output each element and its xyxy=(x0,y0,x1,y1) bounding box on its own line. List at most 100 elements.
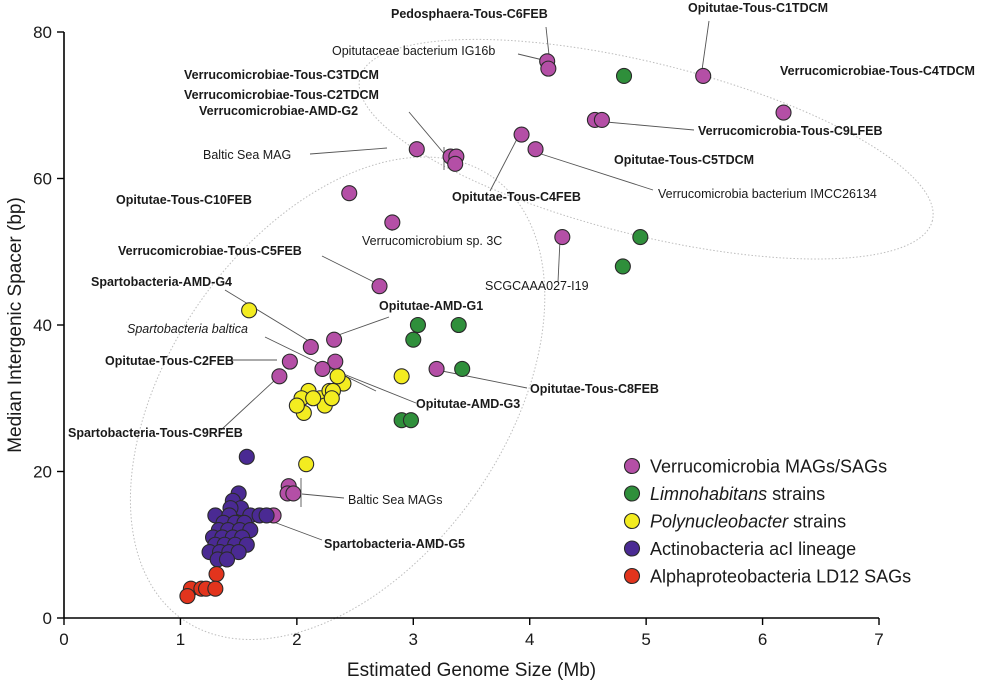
leader-line xyxy=(441,370,528,389)
annotation-label: Spartobacteria baltica xyxy=(127,322,248,336)
point-verruco xyxy=(447,155,464,172)
x-tick-label: 3 xyxy=(409,630,418,649)
annotation-label: Spartobacteria-Tous-C9RFEB xyxy=(68,426,243,440)
point-verruco xyxy=(593,111,610,128)
annotation-label: Opitutaceae bacterium IG16b xyxy=(332,44,495,58)
axes: 0 1 2 3 4 5 6 7 0 20 40 60 80 Estimated Genome Size (… xyxy=(5,23,884,681)
annotation-label: Opitutae-AMD-G1 xyxy=(379,299,483,313)
leader-line xyxy=(701,20,710,71)
point-limno xyxy=(402,412,420,429)
leader-line xyxy=(489,138,518,192)
point-limno xyxy=(632,229,649,246)
point-annotations: Pedosphaera-Tous-C6FEB Opitutae-Tous-C1TD… xyxy=(68,1,975,551)
annotation-label: Verrucomicrobiae-AMD-G2 xyxy=(199,104,358,118)
x-tick-label: 7 xyxy=(874,630,883,649)
data-points xyxy=(179,53,792,605)
point-limno xyxy=(614,258,631,275)
annotation-label: Baltic Sea MAG xyxy=(203,148,291,162)
annotation-label: Verrucomicrobiae-Tous-C5FEB xyxy=(118,244,302,258)
legend-marker-alpha xyxy=(623,567,641,585)
point-verruco xyxy=(775,104,792,121)
annotation-label: Pedosphaera-Tous-C6FEB xyxy=(391,7,548,21)
point-limno xyxy=(409,316,426,334)
leader-line xyxy=(605,121,695,131)
point-verruco xyxy=(326,331,343,348)
annotation-label: Spartobacteria-AMD-G4 xyxy=(91,275,232,289)
annotation-label: Spartobacteria-AMD-G5 xyxy=(324,537,465,551)
y-tick-label: 0 xyxy=(43,609,52,628)
leader-line xyxy=(224,289,313,344)
point-limno xyxy=(450,316,467,334)
leader-line xyxy=(309,147,388,155)
x-tick-label: 1 xyxy=(176,630,185,649)
ellipse-small-genome-cluster xyxy=(129,156,546,641)
x-tick-label: 4 xyxy=(525,630,534,649)
point-verruco xyxy=(302,338,319,356)
point-alpha xyxy=(207,580,224,597)
leader-line xyxy=(321,255,377,284)
x-tick-label: 6 xyxy=(758,630,767,649)
x-tick-label: 5 xyxy=(641,630,650,649)
point-verruco xyxy=(271,368,288,385)
annotation-label: Verrucomicrobia bacterium IMCC26134 xyxy=(658,187,877,201)
point-actino xyxy=(218,551,236,568)
legend-marker-limno xyxy=(623,485,641,502)
legend-marker-verruco xyxy=(623,457,641,475)
point-polynuc xyxy=(329,368,346,385)
point-verruco xyxy=(384,214,401,231)
point-actino xyxy=(238,448,255,465)
y-tick-label: 80 xyxy=(33,23,52,42)
y-tick-label: 20 xyxy=(33,463,52,482)
annotation-label: Opitutae-Tous-C8FEB xyxy=(530,382,659,396)
point-verruco xyxy=(695,67,712,84)
annotation-label: Verrucomicrobia-Tous-C9LFEB xyxy=(698,124,883,138)
point-verruco xyxy=(408,141,425,158)
annotation-label: Verrucomicrobiae-Tous-C2TDCM xyxy=(184,88,379,102)
point-verruco xyxy=(341,185,358,202)
point-polynuc xyxy=(393,368,410,385)
point-polynuc xyxy=(305,390,322,407)
legend-marker-polynuc xyxy=(623,512,641,530)
point-verruco xyxy=(281,353,298,370)
annotation-label: Verrucomicrobiae-Tous-C4TDCM xyxy=(780,64,975,78)
leader-line xyxy=(408,111,448,158)
y-tick-label: 60 xyxy=(33,170,52,189)
leader-line xyxy=(545,26,550,56)
cluster-ellipses xyxy=(129,38,934,641)
legend-label-polynuc: Polynucleobacter strains xyxy=(650,512,846,532)
point-verruco xyxy=(314,360,331,378)
leader-line xyxy=(537,152,654,191)
legend-label-actino: Actinobacteria acI lineage xyxy=(650,539,856,559)
x-tick-label: 2 xyxy=(292,630,301,649)
point-polynuc xyxy=(241,302,258,319)
point-actino xyxy=(258,507,275,524)
point-polynuc xyxy=(298,456,315,473)
legend-label-alpha: Alphaproteobacteria LD12 SAGs xyxy=(650,567,911,587)
annotation-label: Opitutae-Tous-C2FEB xyxy=(105,354,234,368)
annotation-label: Opitutae-Tous-C4FEB xyxy=(452,190,581,204)
annotation-label: Verrucomicrobiae-Tous-C3TDCM xyxy=(184,68,379,82)
annotation-label: Opitutae-Tous-C1TDCM xyxy=(688,1,828,15)
y-tick-label: 40 xyxy=(33,316,52,335)
x-tick-label: 0 xyxy=(59,630,68,649)
leader-line xyxy=(557,239,561,283)
point-verruco xyxy=(527,141,544,158)
point-verruco xyxy=(371,278,388,295)
ellipse-verrucomicrobia-cluster xyxy=(358,38,934,260)
annotation-label: SCGCAAA027-I19 xyxy=(485,279,589,293)
point-limno xyxy=(615,67,633,84)
annotation-label: Opitutae-Tous-C5TDCM xyxy=(614,153,754,167)
legend-label-limno: Limnohabitans strains xyxy=(650,484,825,504)
leader-line xyxy=(517,53,544,61)
point-verruco xyxy=(513,126,530,143)
point-verruco xyxy=(428,360,445,378)
point-limno xyxy=(454,360,471,378)
point-polynuc xyxy=(323,390,340,407)
legend-marker-actino xyxy=(623,540,641,557)
point-alpha xyxy=(208,565,225,583)
legend: Verrucomicrobia MAGs/SAGs Limnohabitans s… xyxy=(623,457,911,587)
annotation-label: Baltic Sea MAGs xyxy=(348,493,442,507)
legend-label-verruco: Verrucomicrobia MAGs/SAGs xyxy=(650,457,887,477)
leader-line xyxy=(340,372,417,404)
